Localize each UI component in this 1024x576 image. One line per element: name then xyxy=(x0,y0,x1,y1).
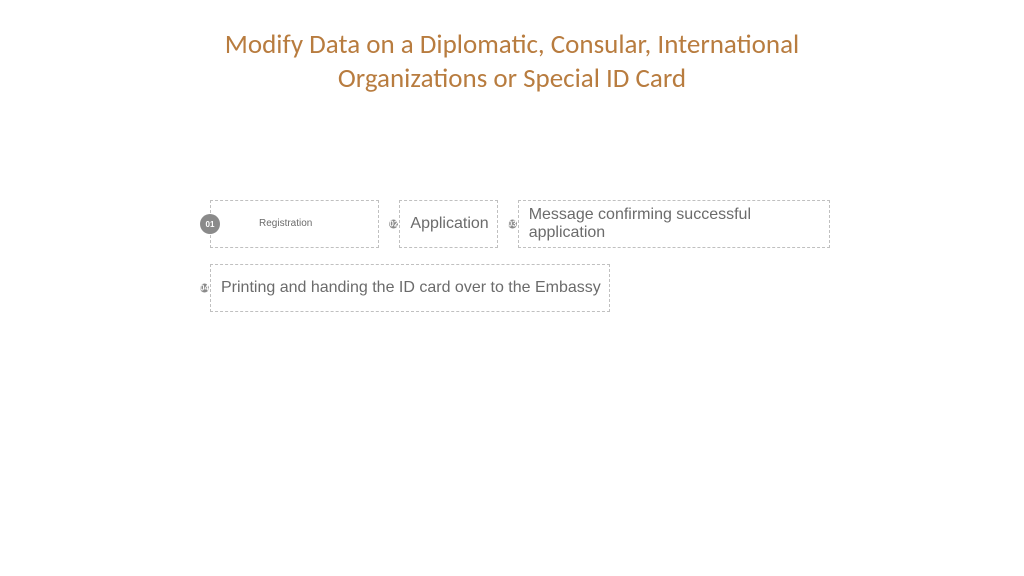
registration-icon xyxy=(221,210,251,238)
step-badge: 03 xyxy=(508,220,517,229)
page-title: Modify Data on a Diplomatic, Consular, I… xyxy=(0,0,1024,96)
steps-row-2: 04 Printing and handing the ID card over… xyxy=(210,264,830,312)
step-idcard: 04 Printing and handing the ID card over… xyxy=(210,264,610,312)
steps-row-1: 01 Registration 02 Application 03 Messag… xyxy=(210,200,830,248)
step-label: Application xyxy=(410,215,488,233)
step-badge: 01 xyxy=(200,214,220,234)
step-badge: 02 xyxy=(389,220,398,229)
title-line-1: Modify Data on a Diplomatic, Consular, I… xyxy=(225,28,799,61)
title-line-2: Organizations or Special ID Card xyxy=(338,62,686,95)
step-label: Message confirming successful applicatio… xyxy=(529,206,821,243)
steps-container: 01 Registration 02 Application 03 Messag… xyxy=(210,200,830,328)
step-application: 02 Application xyxy=(399,200,497,248)
step-registration: 01 Registration xyxy=(210,200,379,248)
step-label: Printing and handing the ID card over to… xyxy=(221,279,601,297)
step-message: 03 Message confirming successful applica… xyxy=(518,200,830,248)
step-label: Registration xyxy=(259,218,312,230)
step-badge: 04 xyxy=(200,284,209,293)
